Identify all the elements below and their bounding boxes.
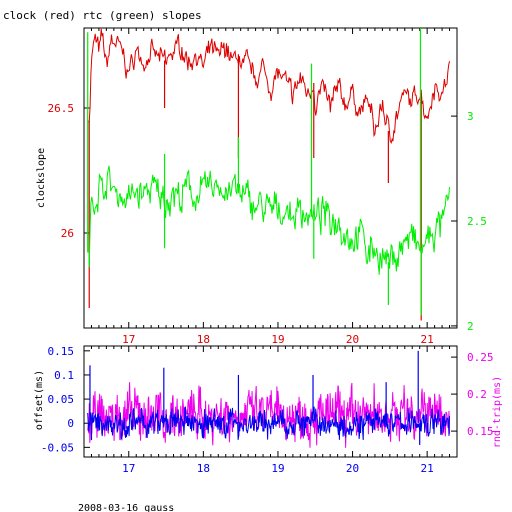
y-left-tick-label: 0.1 xyxy=(54,369,74,382)
y-right-tick-label: 0.15 xyxy=(467,425,494,438)
y-right-tick-label: 0.25 xyxy=(467,351,494,364)
y-left-tick-label: 0.15 xyxy=(48,345,75,358)
x-tick-label: 18 xyxy=(197,462,210,475)
y-right-tick-label: 3 xyxy=(467,110,474,123)
y-right-tick-label: 2.5 xyxy=(467,215,487,228)
series-red-line xyxy=(88,28,450,144)
bottom-plot-series xyxy=(87,350,450,448)
x-tick-label: 20 xyxy=(346,462,359,475)
series-blue-line xyxy=(87,406,450,441)
y-left-tick-label: 26 xyxy=(61,227,74,240)
chart-title: clock (red) rtc (green) slopes xyxy=(3,9,202,22)
footer-label: 2008-03-16 gauss xyxy=(78,503,174,512)
y-left-tick-label: -0.05 xyxy=(41,441,74,454)
x-tick-label: 20 xyxy=(346,333,359,346)
x-tick-label: 21 xyxy=(421,333,434,346)
top-plot-series xyxy=(87,28,450,321)
series-magenta-line xyxy=(87,382,450,448)
top-plot-frame xyxy=(83,27,458,329)
y-left-tick-label: 0.05 xyxy=(48,393,75,406)
series-green-line xyxy=(88,165,450,275)
y-right-tick-label: 2 xyxy=(467,320,474,333)
top-ylabel: clockslope xyxy=(36,148,47,208)
x-tick-label: 19 xyxy=(271,462,284,475)
x-tick-label: 19 xyxy=(271,333,284,346)
y-right-tick-label: 0.2 xyxy=(467,388,487,401)
top-axis-ticks: 17 18 19 20 21 26.5 26 3 2.5 2 xyxy=(48,28,487,346)
bottom-ylabel-left: offset(ms) xyxy=(34,370,45,430)
x-tick-label: 17 xyxy=(122,462,135,475)
y-left-tick-label: 26.5 xyxy=(48,102,75,115)
bottom-ylabel-right: rnd-trip(ms) xyxy=(492,376,503,448)
bottom-axis-ticks: 17 18 19 20 21 0.15 0.1 0.05 0 -0.05 0.25 0.2 0.15 xyxy=(41,345,494,475)
y-left-tick-label: 0 xyxy=(67,417,74,430)
x-tick-label: 17 xyxy=(122,333,135,346)
x-tick-label: 21 xyxy=(421,462,434,475)
x-tick-label: 18 xyxy=(197,333,210,346)
